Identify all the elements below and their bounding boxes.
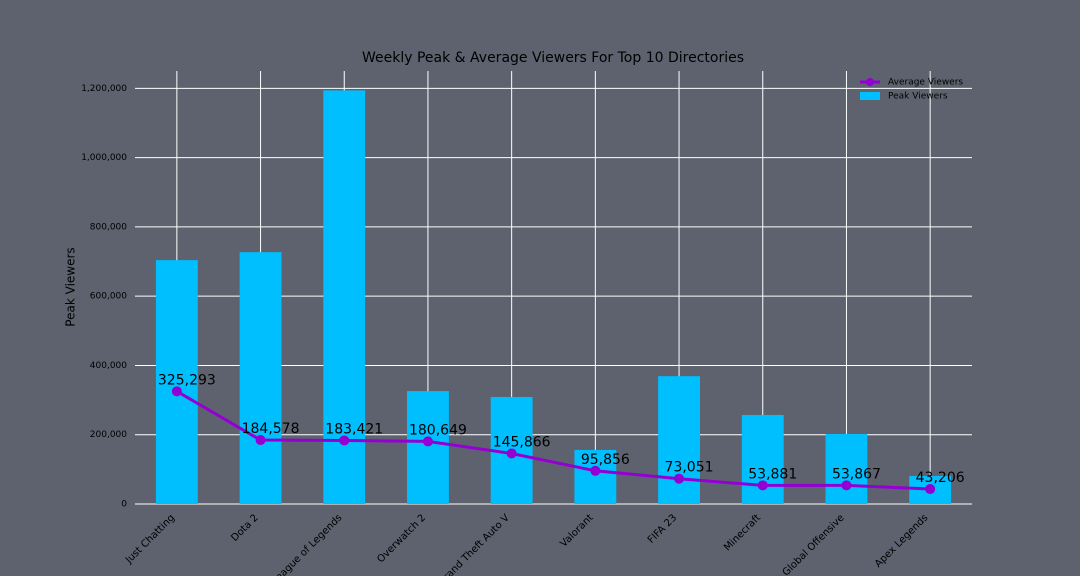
line-point [422,436,433,447]
data-label: 95,856 [581,452,630,468]
line-point [674,473,685,484]
line-point [925,484,936,495]
data-label: 53,881 [748,466,797,482]
data-label: 184,578 [242,421,300,437]
line-point [255,435,266,446]
chart-title: Weekly Peak & Average Viewers For Top 10… [362,50,744,66]
y-tick-label: 800,000 [90,222,127,232]
data-label: 73,051 [665,460,714,476]
bar [323,90,366,504]
data-label: 183,421 [325,421,383,437]
line-point [757,480,768,491]
line-point [339,435,350,446]
legend-label: Average Viewers [888,78,963,88]
bar [155,260,198,504]
data-label: 180,649 [409,422,467,438]
y-tick-label: 200,000 [90,430,127,440]
legend-swatch [860,92,880,100]
y-tick-label: 0 [121,500,127,510]
y-tick-label: 1,200,000 [81,84,127,94]
bar [239,252,282,504]
y-tick-label: 600,000 [90,292,127,302]
line [176,390,931,491]
bar [741,414,784,504]
data-label: 43,206 [916,470,965,486]
data-label: 145,866 [493,434,551,450]
data-label: 325,293 [158,372,216,388]
bar [574,449,617,504]
line-point [171,386,182,397]
y-axis-label: Peak Viewers [64,247,78,326]
data-label: 53,867 [832,466,881,482]
bar [658,376,700,504]
y-tick-label: 1,000,000 [81,153,127,163]
line-point [841,480,852,491]
line-point [590,465,601,476]
bar [407,391,449,504]
legend-marker [866,78,874,86]
bar [825,434,868,504]
y-tick-label: 400,000 [90,361,127,371]
line-point [506,448,517,459]
legend-label: Peak Viewers [888,92,948,102]
